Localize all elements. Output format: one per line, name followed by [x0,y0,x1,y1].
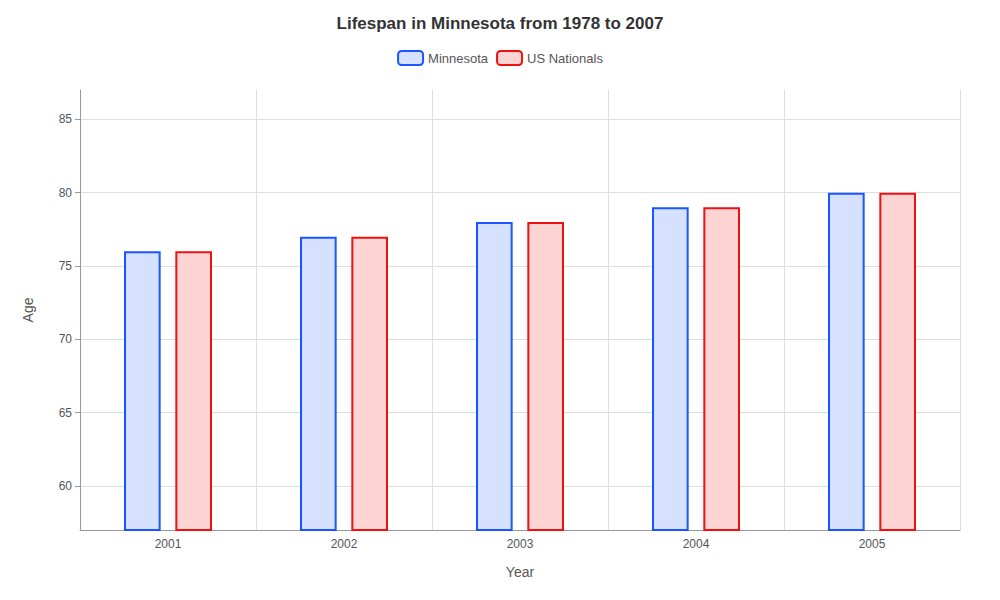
svg-text:85: 85 [59,112,73,126]
svg-text:2001: 2001 [155,537,182,551]
svg-text:2003: 2003 [507,537,534,551]
svg-text:Age: Age [20,297,36,322]
svg-text:2002: 2002 [331,537,358,551]
svg-text:Year: Year [506,564,535,580]
svg-text:US Nationals: US Nationals [527,51,603,66]
svg-text:75: 75 [59,259,73,273]
svg-text:Lifespan in Minnesota from 197: Lifespan in Minnesota from 1978 to 2007 [337,14,664,33]
svg-text:80: 80 [59,186,73,200]
svg-text:Minnesota: Minnesota [428,51,489,66]
svg-text:2005: 2005 [859,537,886,551]
svg-text:70: 70 [59,332,73,346]
svg-text:60: 60 [59,479,73,493]
svg-text:2004: 2004 [683,537,710,551]
svg-text:65: 65 [59,406,73,420]
